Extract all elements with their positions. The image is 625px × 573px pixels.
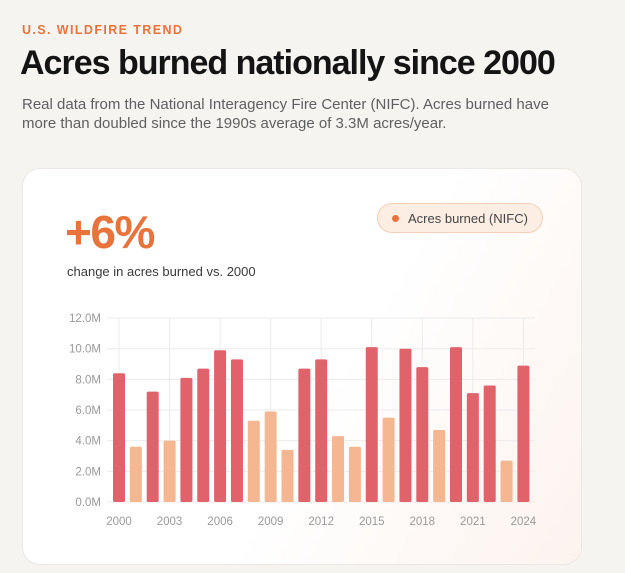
bar-chart: 0.0M 2.0M 4.0M 6.0M 8.0M 10.0M 12.0M 2000 2003 20…	[69, 313, 537, 528]
page-subtitle: Real data from the National Interagency …	[22, 96, 549, 132]
bar-2005	[197, 368, 210, 502]
y-tick-label: 12.0M	[69, 313, 101, 325]
x-tick-label: 2009	[258, 516, 284, 528]
bar-2014	[348, 446, 361, 502]
bar-2004	[180, 377, 193, 502]
x-tick-label: 2015	[359, 516, 385, 528]
bar-2024	[517, 365, 530, 502]
legend-label: Acres burned (NIFC)	[408, 210, 528, 226]
y-tick-label: 4.0M	[75, 436, 101, 448]
bar-2003	[163, 440, 176, 502]
bar-2001	[129, 446, 142, 502]
bar-2008	[247, 420, 260, 502]
bar-2022	[483, 385, 496, 502]
bar-2009	[264, 411, 277, 502]
bar-2011	[298, 368, 311, 502]
y-tick-label: 6.0M	[75, 405, 101, 417]
stat-value: +6%	[65, 206, 155, 258]
bar-2018	[416, 367, 429, 502]
chart-card: +6% change in acres burned vs. 2000 Acre…	[22, 168, 582, 565]
x-tick-label: 2024	[511, 516, 537, 528]
bar-2000	[113, 373, 125, 502]
x-tick-label: 2006	[207, 516, 233, 528]
y-tick-label: 2.0M	[75, 466, 101, 478]
bar-2013	[332, 436, 345, 502]
x-tick-label: 2021	[460, 516, 486, 528]
bar-2019	[433, 429, 446, 502]
bar-2015	[365, 347, 378, 502]
y-tick-label: 8.0M	[75, 374, 101, 386]
bar-2017	[399, 348, 412, 502]
bar-2023	[500, 460, 513, 502]
bar-2020	[450, 347, 462, 502]
x-tick-label: 2012	[308, 516, 334, 528]
x-tick-label: 2000	[106, 516, 132, 528]
bar-2021	[466, 393, 479, 502]
y-tick-label: 0.0M	[75, 497, 101, 509]
eyebrow-label: U.S. WILDFIRE TREND	[22, 23, 184, 37]
bar-2010	[281, 449, 294, 502]
x-tick-label: 2003	[157, 516, 183, 528]
bar-2002	[146, 391, 159, 502]
bar-2007	[230, 359, 243, 502]
y-tick-label: 10.0M	[69, 344, 101, 356]
stat-caption: change in acres burned vs. 2000	[67, 264, 256, 279]
x-tick-label: 2018	[410, 516, 436, 528]
legend-pill: Acres burned (NIFC)	[377, 203, 543, 233]
bar-2006	[214, 350, 227, 502]
bar-2016	[382, 417, 395, 502]
page-title: Acres burned nationally since 2000	[20, 44, 556, 82]
bar-2012	[315, 359, 328, 502]
legend-dot-icon	[392, 214, 399, 222]
